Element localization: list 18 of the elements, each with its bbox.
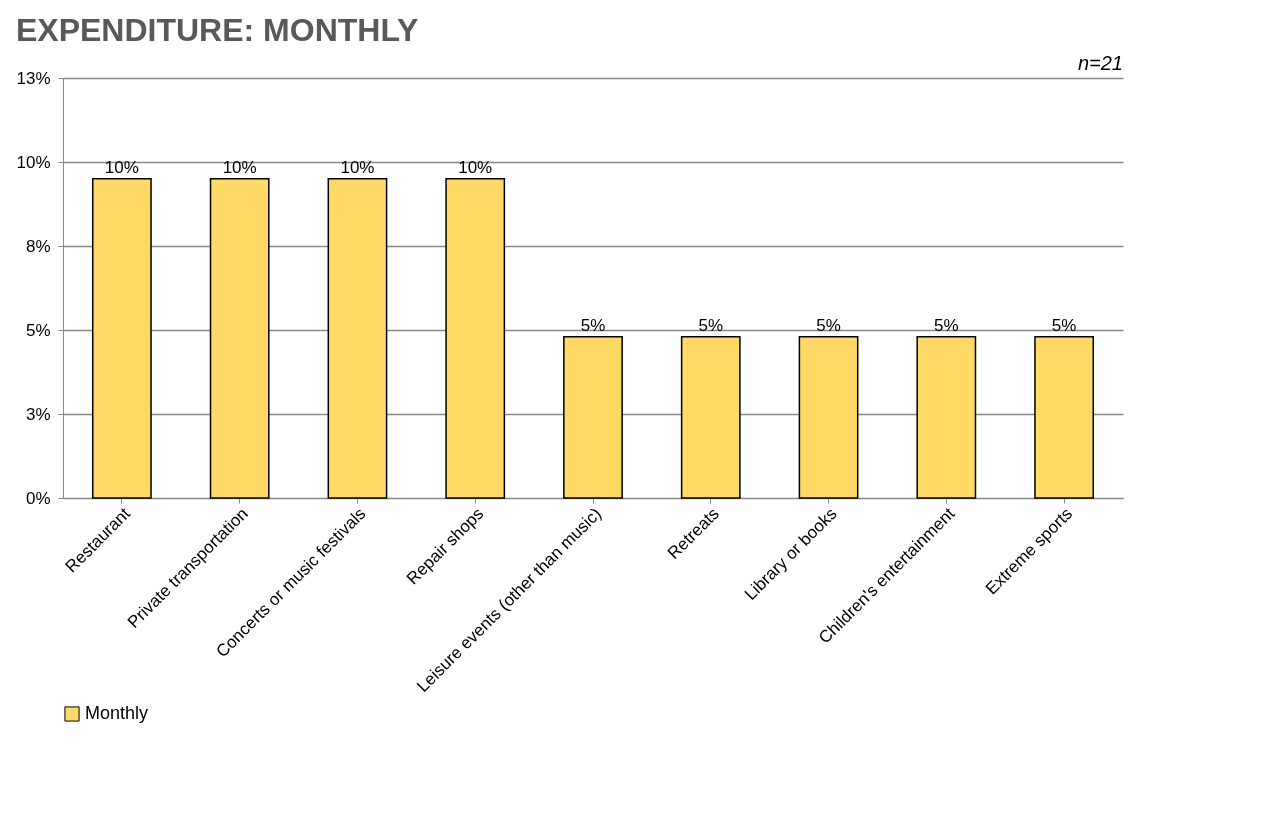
data-label: 5%: [1051, 315, 1077, 335]
y-tick-label: 10%: [16, 152, 51, 172]
legend-label: Monthly: [85, 703, 149, 723]
chart-title: EXPENDITURE: MONTHLY: [15, 12, 419, 48]
text: n=21: [1077, 52, 1123, 74]
y-tick-label: 3%: [25, 404, 51, 424]
y-tick-label: 0%: [25, 488, 51, 508]
y-tick-label: 13%: [16, 68, 51, 88]
data-label: 5%: [934, 315, 959, 335]
data-label: 10%: [340, 157, 375, 177]
data-label: 5%: [816, 315, 841, 335]
data-label: 10%: [458, 157, 493, 177]
data-label: 10%: [222, 157, 257, 177]
data-label: 5%: [698, 315, 724, 335]
data-label: 5%: [580, 315, 606, 335]
data-label: 10%: [104, 157, 139, 177]
y-tick-label: 8%: [25, 236, 51, 256]
y-tick-label: 5%: [25, 320, 51, 340]
